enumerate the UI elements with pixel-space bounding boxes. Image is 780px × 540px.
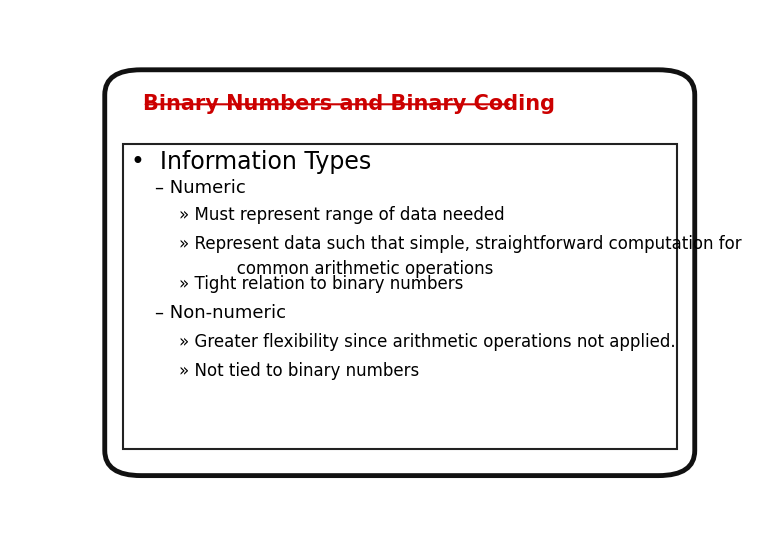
Text: – Non-numeric: – Non-numeric [155, 304, 286, 322]
Text: » Tight relation to binary numbers: » Tight relation to binary numbers [179, 275, 463, 293]
Text: » Not tied to binary numbers: » Not tied to binary numbers [179, 362, 420, 380]
Text: Binary Numbers and Binary Coding: Binary Numbers and Binary Coding [143, 94, 555, 114]
FancyBboxPatch shape [123, 144, 676, 449]
Text: – Numeric: – Numeric [155, 179, 246, 197]
FancyBboxPatch shape [105, 70, 695, 476]
Text: » Must represent range of data needed: » Must represent range of data needed [179, 206, 505, 224]
Text: » Greater flexibility since arithmetic operations not applied.: » Greater flexibility since arithmetic o… [179, 333, 675, 351]
Text: •  Information Types: • Information Types [131, 150, 371, 174]
Text: » Represent data such that simple, straightforward computation for
           co: » Represent data such that simple, strai… [179, 235, 742, 278]
